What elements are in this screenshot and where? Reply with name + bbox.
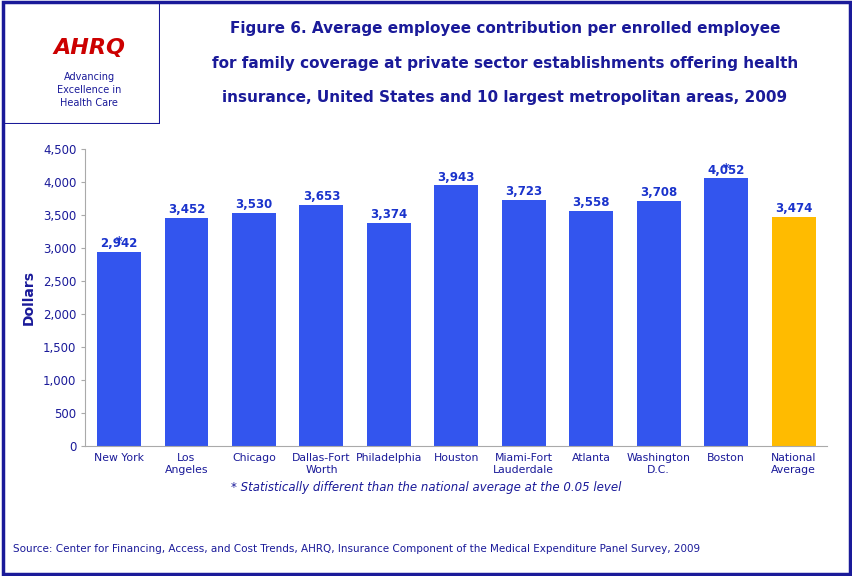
Text: 3,723: 3,723 (504, 185, 542, 198)
Text: *: * (116, 235, 122, 248)
Text: 3,452: 3,452 (168, 203, 205, 217)
Bar (771, 217, 815, 446)
Bar (704, 178, 747, 446)
Text: 3,558: 3,558 (572, 196, 609, 209)
Text: 2,942: 2,942 (101, 237, 137, 250)
Text: *: * (722, 162, 728, 175)
Bar (568, 211, 613, 446)
Text: 3,474: 3,474 (774, 202, 811, 215)
Bar (366, 223, 411, 446)
Text: Figure 6. Average employee contribution per enrolled employee: Figure 6. Average employee contribution … (229, 21, 780, 36)
Text: 3,708: 3,708 (639, 187, 676, 199)
Bar (434, 185, 478, 446)
Text: Source: Center for Financing, Access, and Cost Trends, AHRQ, Insurance Component: Source: Center for Financing, Access, an… (13, 544, 699, 554)
Bar (636, 201, 680, 446)
Y-axis label: Dollars: Dollars (22, 270, 36, 325)
Bar (97, 252, 141, 446)
Bar (501, 200, 545, 446)
Text: Advancing
Excellence in
Health Care: Advancing Excellence in Health Care (57, 72, 121, 108)
Text: 3,374: 3,374 (370, 209, 407, 221)
Text: * Statistically different than the national average at the 0.05 level: * Statistically different than the natio… (231, 481, 621, 494)
Bar (232, 213, 275, 446)
Text: for family coverage at private sector establishments offering health: for family coverage at private sector es… (211, 55, 797, 71)
Bar (164, 218, 208, 446)
Bar (299, 204, 343, 446)
Text: 4,052: 4,052 (706, 164, 744, 177)
Text: 3,530: 3,530 (235, 198, 273, 211)
Text: 3,943: 3,943 (437, 171, 475, 184)
Text: insurance, United States and 10 largest metropolitan areas, 2009: insurance, United States and 10 largest … (222, 90, 786, 105)
Text: 3,653: 3,653 (302, 190, 340, 203)
Text: AHRQ: AHRQ (54, 39, 125, 58)
